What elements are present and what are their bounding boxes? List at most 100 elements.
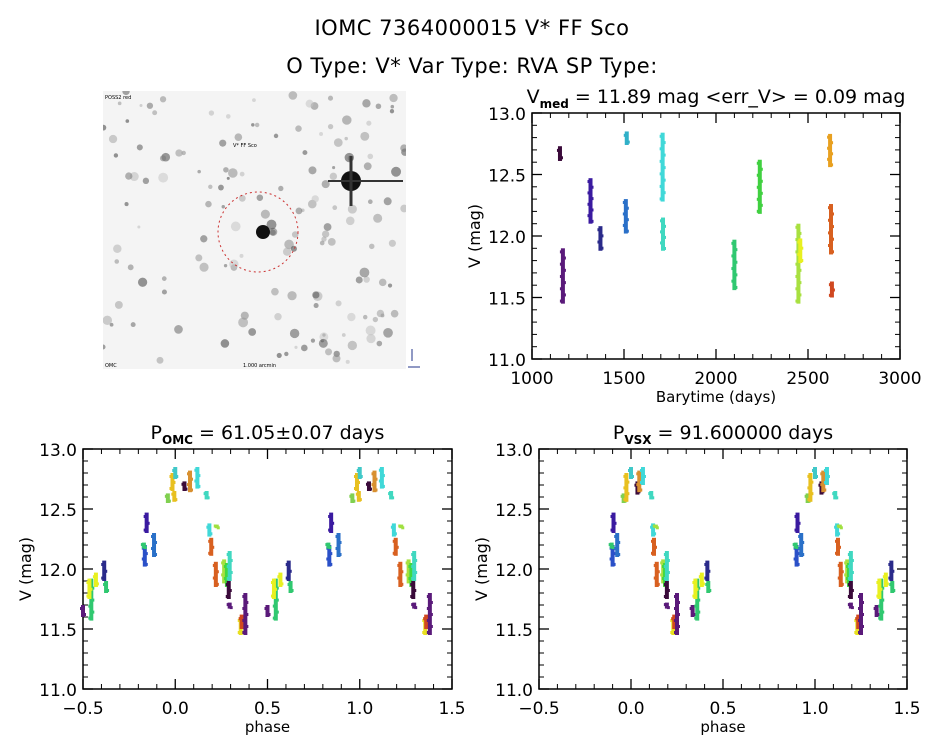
data-point [797,240,801,244]
data-point [795,274,799,278]
data-point [559,156,563,160]
data-point [414,559,418,562]
data-point [226,577,230,580]
data-points [690,605,695,617]
data-point [91,610,95,614]
data-points [81,605,85,617]
data-point [559,250,563,254]
data-point [209,532,213,536]
data-point [660,219,664,223]
data-point [622,223,626,227]
data-point [828,231,831,235]
star [310,338,316,343]
data-point [651,551,654,555]
data-point [277,575,281,579]
data-points [288,581,293,593]
star [327,95,334,101]
data-point [861,613,864,616]
data-point [850,589,854,592]
data-point [411,603,415,607]
star [373,213,383,223]
data-point [807,474,811,478]
data-points [821,470,826,493]
star [365,325,376,336]
data-points [588,178,593,224]
star [355,276,363,284]
data-points [808,473,813,502]
y-tick-label: 13.0 [39,441,77,461]
data-point [701,582,705,586]
data-point [328,528,332,532]
star [238,194,246,202]
data-point [101,576,105,580]
data-point [562,268,566,272]
data-point [556,148,560,152]
x-tick-label: 0.0 [162,699,189,719]
data-point [187,472,191,476]
data-point [759,203,763,207]
star [360,131,370,141]
data-point [215,582,219,586]
data-points [356,491,361,502]
data-point [674,607,677,610]
data-point [837,532,841,536]
data-point [429,601,433,604]
data-points [372,470,377,493]
data-point [242,595,246,598]
data-point [648,492,652,496]
data-point [154,553,158,556]
data-points [833,491,838,500]
data-point [835,496,839,500]
star [161,276,167,281]
data-point [190,477,194,481]
data-point [798,293,802,297]
data-point [559,287,563,291]
y-axis-label: V (mag) [16,537,35,601]
data-point [828,206,831,210]
data-point [275,598,279,602]
star [199,262,209,272]
data-point [636,483,640,487]
data-point [798,268,802,272]
data-point [823,477,827,481]
data-point [835,539,838,543]
data-point [881,610,885,614]
data-points [654,561,659,587]
data-point [694,604,698,608]
data-point [653,563,657,567]
data-point [181,482,185,486]
data-points [624,473,629,502]
sky-image-svg: POSS2 red V* FF Sco OMC 1.000 arcmin [103,91,406,369]
data-points [222,559,227,584]
data-point [704,576,708,580]
data-point [855,617,859,621]
data-point [590,208,594,212]
data-point [800,258,804,262]
data-point [828,293,832,297]
data-point [371,472,375,476]
data-point [708,589,712,592]
data-point [840,582,844,586]
title-main: V [527,86,540,108]
data-point [212,576,216,580]
star [301,344,308,352]
data-point [815,475,818,478]
data-point [242,619,246,622]
data-point [625,206,629,210]
data-points [649,491,654,500]
star [289,328,300,339]
star [219,139,227,147]
star [122,91,130,96]
star [146,102,154,109]
data-point [331,521,335,525]
data-point [197,474,201,478]
star [294,345,298,349]
data-point [697,598,701,602]
plot-title: PVSX = 91.600000 days [613,422,833,447]
data-point [414,606,418,610]
x-tick-label: 0.5 [709,699,736,719]
data-point [229,559,233,562]
star [108,134,118,144]
star [375,103,382,110]
data-point [861,625,864,628]
